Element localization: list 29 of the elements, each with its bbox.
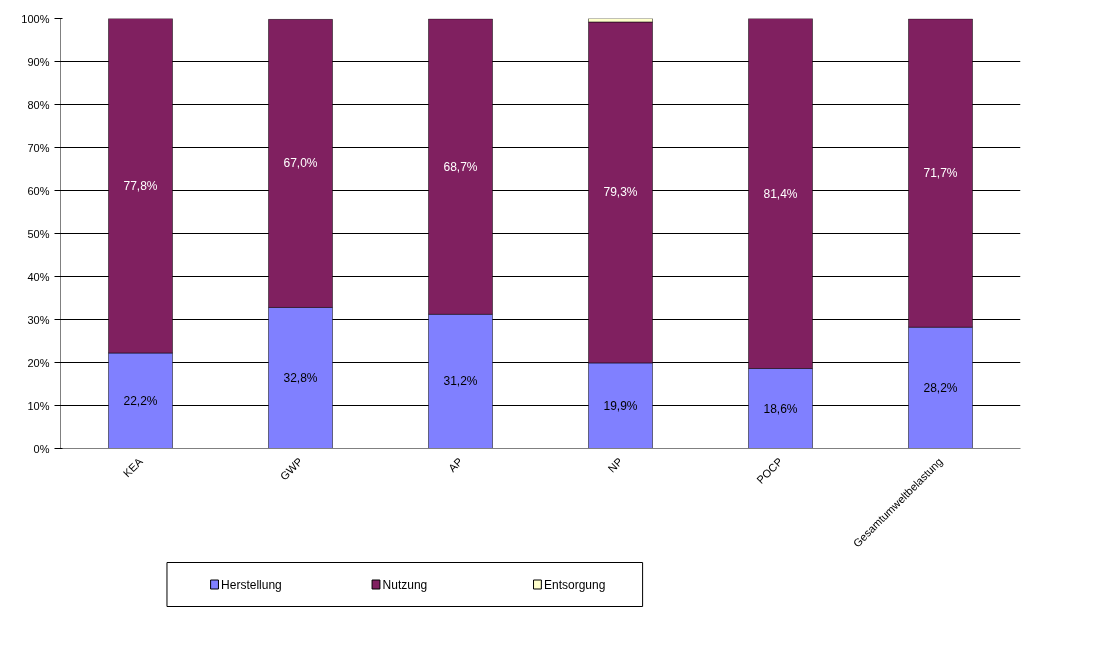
data-label: 77,8% [123,178,158,193]
data-label: 31,2% [443,374,478,389]
data-label: 67,0% [283,156,318,171]
data-label: 19,9% [603,398,638,413]
y-tick-label: 100% [21,12,50,25]
y-tick-label: 60% [27,184,50,197]
data-label: 71,7% [923,166,958,181]
y-tick-label: 0% [33,442,50,455]
y-tick-label: 30% [27,313,50,326]
data-label: 28,2% [923,380,958,395]
data-label: 32,8% [283,370,318,385]
y-tick-label: 50% [27,227,50,240]
legend-label: Entsorgung [543,577,606,592]
x-tick-label: NP [605,455,625,475]
y-tick-label: 70% [27,141,50,154]
y-tick-label: 40% [27,270,50,283]
y-tick-label: 90% [27,55,50,68]
y-tick-label: 20% [27,356,50,369]
data-label: 68,7% [443,159,478,174]
x-tick-label: KEA [120,454,146,480]
x-tick-label: AP [445,455,465,475]
legend-label: Nutzung [382,577,428,592]
data-label: 79,3% [603,185,638,200]
y-tick-label: 80% [27,98,50,111]
legend-label: Herstellung [221,577,282,592]
data-label: 81,4% [763,186,798,201]
data-label: 22,2% [123,393,158,408]
y-tick-label: 10% [27,399,50,412]
data-label: 18,6% [763,401,798,416]
